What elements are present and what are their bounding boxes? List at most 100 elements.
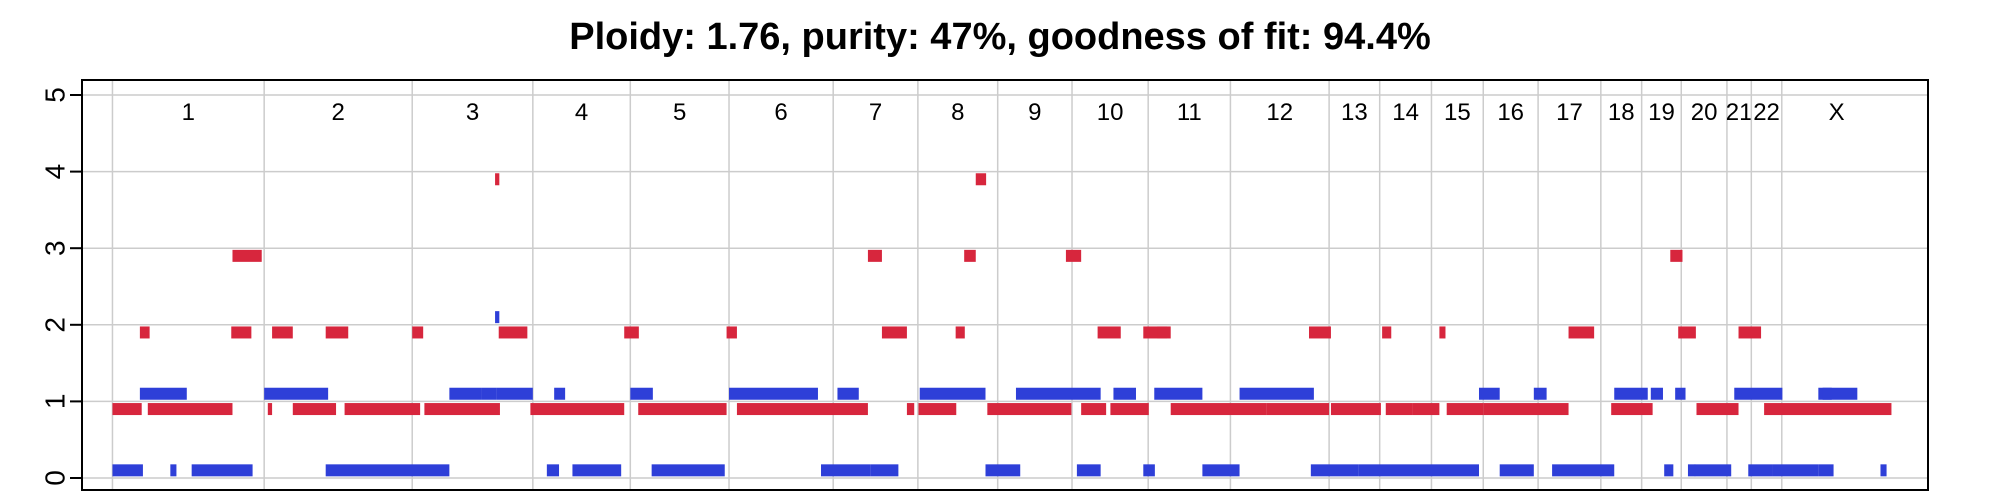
major-copy-segment [231,326,252,339]
major-copy-segment [498,326,528,339]
major-copy-segment [412,326,424,339]
minor-copy-segment [139,387,187,400]
major-copy-segment [424,403,500,416]
minor-copy-segment [1675,387,1686,400]
major-copy-segment [1110,403,1149,416]
chromosome-label: 21 [1726,99,1753,126]
minor-copy-segment [572,464,622,477]
major-copy-segment [292,403,337,416]
major-copy-segment [1764,403,1892,416]
minor-copy-segment [630,387,653,400]
minor-copy-segment [170,464,177,477]
minor-copy-segment [495,311,500,324]
major-copy-segment [1266,403,1330,416]
minor-copy-segment [1822,387,1858,400]
chromosome-label: 4 [575,99,588,126]
minor-copy-segment [1202,464,1240,477]
minor-copy-segment [1687,464,1696,477]
minor-copy-segment [1880,464,1887,477]
chromosome-label: 20 [1691,99,1718,126]
major-copy-segment [906,403,915,416]
minor-copy-segment [651,464,725,477]
chromosome-label: 11 [1177,99,1202,126]
minor-copy-segment [496,387,533,400]
major-copy-segment [1483,403,1569,416]
minor-copy-segment [191,464,253,477]
chromosome-label: 10 [1097,99,1124,126]
minor-copy-segment [985,464,1021,477]
minor-copy-segment [1358,464,1479,477]
chromosome-label: 3 [466,99,479,126]
major-copy-segment [1330,403,1381,416]
major-copy-segment [1412,403,1440,416]
major-copy-segment [624,326,639,339]
minor-copy-segment [481,387,497,400]
major-copy-segment [955,326,965,339]
minor-copy-segment [1310,464,1359,477]
minor-copy-segment [1478,387,1500,400]
chromosome-label: 19 [1648,99,1675,126]
plot-frame [81,79,1929,491]
chromosome-label: 16 [1497,99,1524,126]
major-copy-segment [267,403,273,416]
minor-copy-segment [1113,387,1136,400]
major-copy-segment [139,326,150,339]
minor-copy-segment [112,464,143,477]
major-copy-segment [1097,326,1121,339]
minor-copy-segment [1015,387,1101,400]
minor-copy-segment [870,464,899,477]
minor-copy-segment [1614,387,1648,400]
minor-copy-segment [1694,464,1732,477]
minor-copy-segment [1772,464,1819,477]
major-copy-segment [987,403,1072,416]
chromosome-label: 8 [951,99,964,126]
major-copy-segment [1738,326,1762,339]
chromosome-label: 18 [1608,99,1635,126]
minor-copy-segment [1239,387,1314,400]
major-copy-segment [1309,326,1331,339]
major-copy-segment [918,403,957,416]
major-copy-segment [1382,326,1392,339]
chromosome-label: X [1829,99,1845,126]
minor-copy-segment [1650,387,1663,400]
major-copy-segment [736,403,868,416]
minor-copy-segment [546,464,560,477]
major-copy-segment [147,403,233,416]
major-copy-segment [1611,403,1653,416]
major-copy-segment [1170,403,1267,416]
major-copy-segment [867,249,882,262]
minor-copy-segment [1552,464,1615,477]
minor-copy-segment [1499,464,1534,477]
y-tick-label: 4 [39,164,70,180]
y-tick-label: 1 [39,394,70,410]
major-copy-segment [1439,326,1446,339]
chromosome-label: 9 [1028,99,1041,126]
minor-copy-segment [837,387,859,400]
major-copy-segment [1696,403,1739,416]
major-copy-segment [881,326,907,339]
major-copy-segment [1670,249,1683,262]
major-copy-segment [112,403,142,416]
minor-copy-segment [554,387,566,400]
minor-copy-segment [449,387,482,400]
major-copy-segment [1568,326,1595,339]
major-copy-segment [964,249,976,262]
chromosome-label: 2 [332,99,345,126]
minor-copy-segment [1748,464,1773,477]
major-copy-segment [1065,249,1082,262]
minor-copy-segment [325,464,450,477]
chromosome-label: 17 [1556,99,1583,126]
minor-copy-segment [1664,464,1674,477]
chromosome-label: 13 [1341,99,1368,126]
chromosome-label: 22 [1753,99,1780,126]
chromosome-label: 6 [774,99,787,126]
major-copy-segment [1157,326,1171,339]
minor-copy-segment [1533,387,1547,400]
chromosome-label: 5 [673,99,686,126]
chromosome-label: 7 [869,99,882,126]
major-copy-segment [638,403,727,416]
minor-copy-segment [264,387,329,400]
chromosome-label: 12 [1266,99,1293,126]
minor-copy-segment [919,387,986,400]
